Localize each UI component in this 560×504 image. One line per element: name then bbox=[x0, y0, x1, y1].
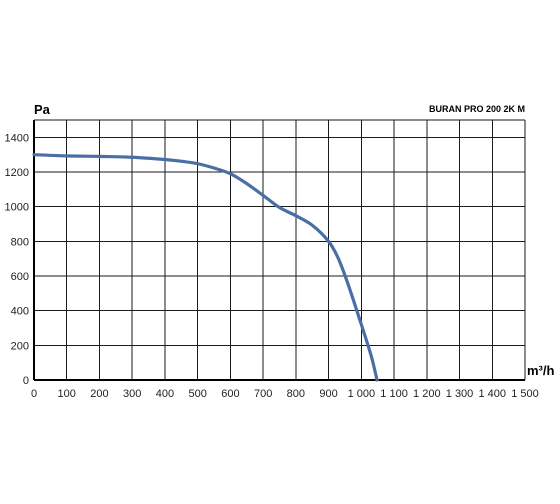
x-tick-label: 900 bbox=[319, 388, 337, 400]
x-tick-label: 200 bbox=[90, 388, 108, 400]
y-tick-label: 600 bbox=[11, 271, 29, 283]
chart-title: BURAN PRO 200 2K M bbox=[429, 104, 525, 114]
x-tick-label: 800 bbox=[287, 388, 305, 400]
x-axis-label: m³/h bbox=[527, 363, 555, 378]
x-tick-label: 600 bbox=[221, 388, 239, 400]
grid bbox=[34, 119, 526, 380]
x-tick-label: 0 bbox=[31, 388, 37, 400]
series-line bbox=[32, 153, 379, 382]
y-tick-labels: 0 200 400 600 800 1000 1200 1400 bbox=[5, 132, 29, 387]
axes bbox=[33, 120, 525, 381]
y-tick-label: 800 bbox=[11, 236, 29, 248]
y-tick-label: 400 bbox=[11, 306, 29, 318]
series-layer bbox=[32, 153, 379, 382]
x-tick-label: 100 bbox=[58, 388, 76, 400]
y-axis-label: Pa bbox=[34, 102, 51, 117]
x-tick-label: 1 200 bbox=[413, 388, 441, 400]
x-tick-label: 300 bbox=[123, 388, 141, 400]
x-tick-label: 1 100 bbox=[380, 388, 408, 400]
y-tick-label: 1000 bbox=[5, 202, 29, 214]
x-tick-labels: 0 100 200 300 400 500 600 700 800 900 1 000 1 100 1 … bbox=[31, 388, 539, 400]
x-tick-label: 500 bbox=[188, 388, 206, 400]
y-tick-label: 200 bbox=[11, 340, 29, 352]
x-tick-label: 700 bbox=[254, 388, 272, 400]
x-tick-label: 1 500 bbox=[511, 388, 539, 400]
y-tick-label: 1400 bbox=[5, 132, 29, 144]
y-tick-label: 1200 bbox=[5, 167, 29, 179]
x-tick-label: 1 000 bbox=[348, 388, 376, 400]
x-tick-label: 1 300 bbox=[446, 388, 474, 400]
y-tick-label: 0 bbox=[23, 375, 29, 387]
x-tick-label: 1 400 bbox=[479, 388, 507, 400]
x-tick-label: 400 bbox=[156, 388, 174, 400]
